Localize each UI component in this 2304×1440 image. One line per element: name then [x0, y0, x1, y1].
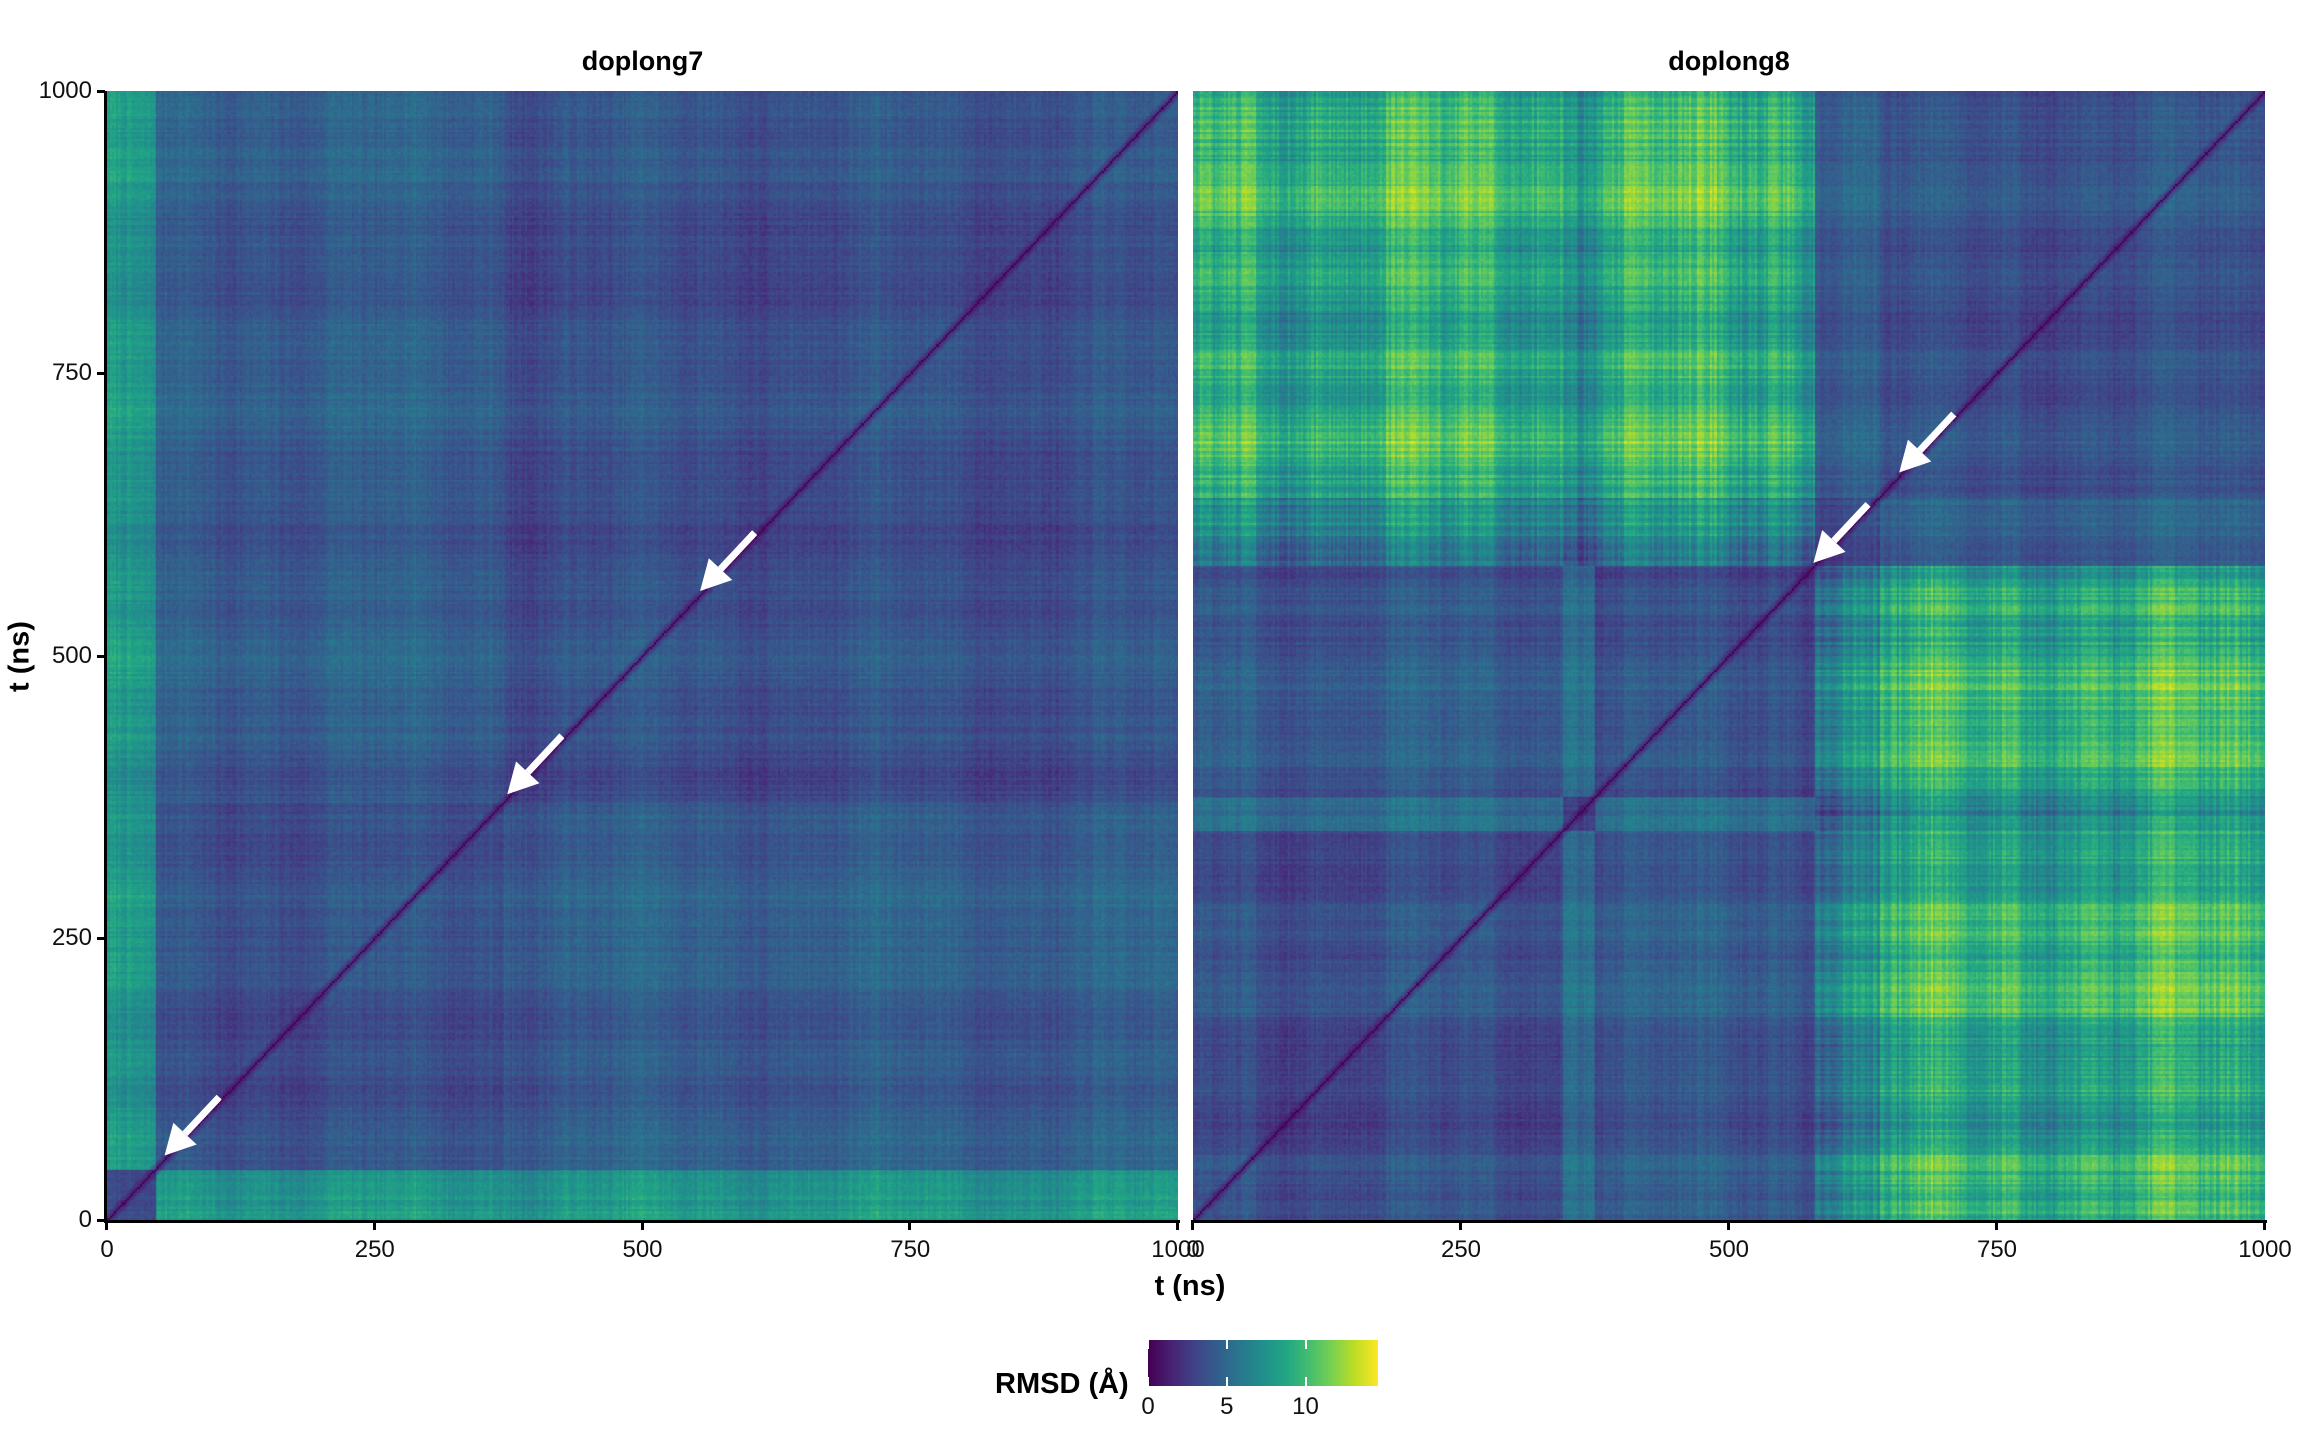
- x-tick-mark: [105, 1221, 108, 1230]
- colorbar-tick-mark: [1147, 1377, 1149, 1386]
- y-tick-mark: [97, 1219, 105, 1222]
- x-tick-mark: [1191, 1221, 1194, 1230]
- x-tick-label: 750: [1976, 1236, 2018, 1263]
- x-tick-label: 750: [890, 1236, 931, 1263]
- colorbar-tick-label: 5: [1220, 1393, 1234, 1420]
- colorbar-tick-mark: [1304, 1377, 1307, 1386]
- colorbar-tick-label: 10: [1292, 1393, 1319, 1420]
- x-tick-mark: [1459, 1221, 1462, 1230]
- y-tick-label: 0: [78, 1206, 92, 1233]
- y-tick-label: 250: [51, 923, 92, 951]
- x-tick-mark: [1995, 1221, 1998, 1230]
- colorbar-tick-mark: [1225, 1340, 1228, 1349]
- colorbar-tick-mark: [1147, 1340, 1149, 1349]
- x-tick-label: 250: [1440, 1236, 1482, 1263]
- x-tick-label: 250: [354, 1236, 395, 1263]
- y-axis-title: t (ns): [3, 621, 36, 692]
- y-tick-mark: [97, 654, 105, 658]
- x-axis-title: t (ns): [1154, 1270, 1226, 1302]
- colorbar-tick-mark: [1304, 1340, 1307, 1349]
- x-tick-label: 500: [1708, 1236, 1750, 1263]
- x-tick-mark: [640, 1221, 644, 1230]
- colorbar-tick-mark: [1225, 1377, 1228, 1386]
- x-tick-mark: [1727, 1221, 1730, 1230]
- x-tick-label: 0: [1186, 1236, 1200, 1263]
- colorbar: [1148, 1340, 1378, 1386]
- legend-title: RMSD (Å): [995, 1368, 1129, 1400]
- y-axis-line: [104, 91, 107, 1223]
- x-tick-mark: [372, 1221, 376, 1230]
- y-tick-mark: [97, 936, 105, 940]
- y-tick-label: 500: [51, 641, 92, 669]
- y-tick-mark: [97, 90, 105, 93]
- y-tick-label: 1000: [38, 77, 92, 104]
- x-tick-label: 1000: [1151, 1236, 1205, 1263]
- y-tick-label: 750: [51, 359, 92, 387]
- colorbar-tick-label: 0: [1141, 1393, 1155, 1420]
- x-tick-mark: [1176, 1221, 1179, 1230]
- x-tick-label: 500: [622, 1236, 663, 1263]
- panel-title-doplong7: doplong7: [581, 46, 704, 76]
- y-tick-mark: [97, 372, 105, 376]
- panel-title-doplong8: doplong8: [1668, 46, 1790, 76]
- heatmap-doplong8: [1193, 91, 2265, 1220]
- x-tick-label: 0: [100, 1236, 114, 1263]
- x-tick-mark: [908, 1221, 912, 1230]
- x-tick-label: 1000: [2238, 1236, 2292, 1263]
- heatmap-doplong7: [107, 91, 1178, 1220]
- x-tick-mark: [2263, 1221, 2266, 1230]
